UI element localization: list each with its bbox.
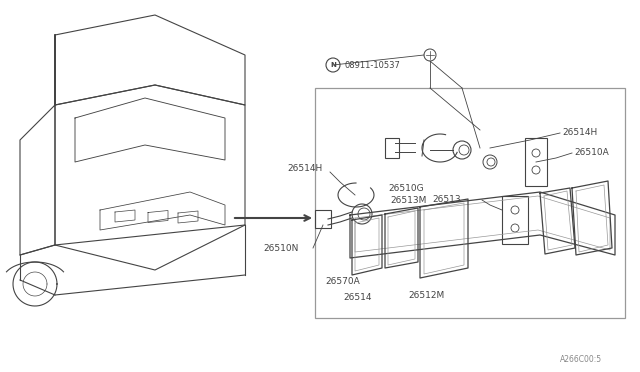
Text: N: N [330,62,336,68]
Text: 26510G: 26510G [388,183,424,192]
Text: 26514: 26514 [343,294,371,302]
Text: 08911-10537: 08911-10537 [345,61,401,70]
Text: 26512M: 26512M [408,292,444,301]
Text: 26510A: 26510A [574,148,609,157]
Text: 26514H: 26514H [288,164,323,173]
Text: 26513M: 26513M [390,196,426,205]
Bar [385,138,399,158]
Bar [525,138,547,186]
Text: A266C00:5: A266C00:5 [560,355,602,364]
Text: 26514H: 26514H [562,128,597,137]
Text: 26570A: 26570A [325,278,360,286]
Bar [502,196,528,244]
Text: 26513: 26513 [432,195,461,203]
Bar [315,88,625,318]
Bar [315,210,331,228]
Text: 26510N: 26510N [263,244,298,253]
